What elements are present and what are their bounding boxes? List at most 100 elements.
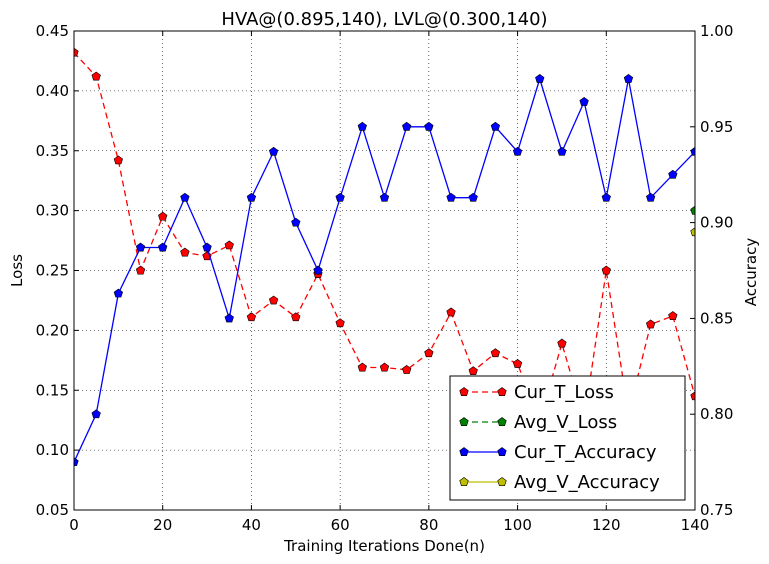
data-point-cur-t-accuracy [446,192,456,202]
legend-label: Avg_V_Loss [514,412,617,433]
data-point-cur-t-accuracy [74,457,79,467]
y-tick-label: 0.35 [36,142,69,160]
y2-tick-label: 0.80 [700,405,733,423]
data-point-cur-t-accuracy [313,265,323,275]
data-point-cur-t-loss [357,362,367,372]
plot-area [74,47,695,467]
chart-title: HVA@(0.895,140), LVL@(0.300,140) [221,9,547,30]
series-cur-t-loss [74,47,695,425]
data-point-cur-t-accuracy [402,121,412,131]
x-tick-label: 120 [592,516,621,534]
data-point-cur-t-loss [135,265,146,275]
data-point-cur-t-loss [74,47,79,57]
legend-label: Cur_T_Loss [514,382,614,403]
data-point-cur-t-accuracy [357,121,367,131]
data-point-cur-t-accuracy [690,146,695,156]
data-point-cur-t-loss [158,211,168,221]
legend-item-cur-t-loss: Cur_T_Loss [459,382,614,403]
data-point-cur-t-loss [268,295,279,305]
series-avg-v-accuracy [690,227,695,237]
data-point-cur-t-accuracy [668,169,678,179]
data-point-cur-t-accuracy [268,146,279,156]
y-tick-label: 0.10 [36,441,69,459]
x-tick-label: 80 [419,516,438,534]
y-axis-label: Loss [8,254,26,287]
data-point-cur-t-loss [91,71,101,81]
data-point-cur-t-loss [490,348,501,358]
y2-axis-label: Accuracy [742,238,760,307]
y2-tick-label: 1.00 [700,22,733,40]
data-point-cur-t-accuracy [135,242,146,252]
data-point-cur-t-accuracy [202,242,212,252]
legend-marker [497,477,507,486]
data-point-cur-t-loss [291,312,301,322]
x-tick-label: 40 [242,516,261,534]
data-point-cur-t-loss [690,391,695,401]
data-point-cur-t-loss [246,312,257,322]
series-avg-v-loss [690,205,695,215]
y-tick-label: 0.45 [36,22,69,40]
legend-marker [459,477,469,486]
data-point-cur-t-loss [668,311,678,320]
data-point-cur-t-accuracy [535,74,545,83]
data-point-cur-t-accuracy [379,192,390,202]
data-point-cur-t-accuracy [512,146,523,156]
data-point-cur-t-loss [224,240,234,250]
y-tick-label: 0.20 [36,321,69,339]
data-point-cur-t-loss [402,365,412,374]
legend-item-avg-v-accuracy: Avg_V_Accuracy [459,472,660,493]
y2-tick-label: 0.85 [700,309,733,327]
data-point-cur-t-accuracy [646,192,656,202]
legend-marker [497,417,507,426]
series-cur-t-accuracy [74,74,695,467]
x-tick-label: 140 [681,516,710,534]
y2-tick-label: 0.95 [700,118,733,136]
data-point-cur-t-accuracy [335,192,345,202]
data-point-cur-t-loss [446,307,456,317]
y-tick-label: 0.05 [36,501,69,519]
data-point-cur-t-accuracy [468,192,478,202]
data-point-cur-t-loss [646,319,656,329]
data-point-cur-t-loss [335,318,345,328]
x-tick-label: 20 [153,516,172,534]
data-point-cur-t-accuracy [224,313,234,323]
legend-marker [459,387,469,396]
legend-label: Cur_T_Accuracy [514,442,657,463]
data-point-cur-t-accuracy [490,121,501,131]
data-point-cur-t-accuracy [601,192,611,202]
data-point-cur-t-loss [424,348,434,358]
data-point-cur-t-accuracy [91,409,101,419]
y-tick-label: 0.25 [36,262,69,280]
legend: Cur_T_Loss Avg_V_Loss Cur_T_Accuracy Avg_V_… [449,375,686,501]
legend-item-avg-v-loss: Avg_V_Loss [459,412,617,433]
data-point-cur-t-accuracy [180,192,190,202]
data-point-cur-t-accuracy [246,192,257,202]
y2-tick-label: 0.75 [700,501,733,519]
y-tick-label: 0.30 [36,202,69,220]
data-point-cur-t-accuracy [557,146,567,156]
legend-marker [459,447,469,456]
x-tick-label: 0 [69,516,79,534]
data-point-cur-t-loss [113,155,123,165]
x-tick-label: 100 [503,516,532,534]
legend-item-cur-t-accuracy: Cur_T_Accuracy [459,442,657,463]
y-tick-label: 0.40 [36,82,69,100]
data-point-avg-v-accuracy [690,227,695,237]
y-tick-label: 0.15 [36,381,69,399]
data-point-cur-t-loss [512,359,523,368]
data-point-cur-t-loss [601,265,611,275]
x-axis-label: Training Iterations Done(n) [283,537,485,555]
legend-label: Avg_V_Accuracy [514,472,660,493]
legend-marker [497,387,507,396]
x-tick-label: 60 [331,516,350,534]
data-point-cur-t-accuracy [579,97,589,106]
data-point-cur-t-accuracy [424,121,434,131]
legend-box [449,375,686,501]
data-point-cur-t-loss [468,366,478,376]
axis-ticks: 0 20 40 60 80 100 120 140 0.05 0.10 0.15 0.20 0.25 0.… [36,22,734,534]
data-point-cur-t-loss [180,247,190,257]
data-point-cur-t-accuracy [158,242,168,252]
legend-marker [459,417,469,426]
data-point-avg-v-loss [690,205,695,215]
